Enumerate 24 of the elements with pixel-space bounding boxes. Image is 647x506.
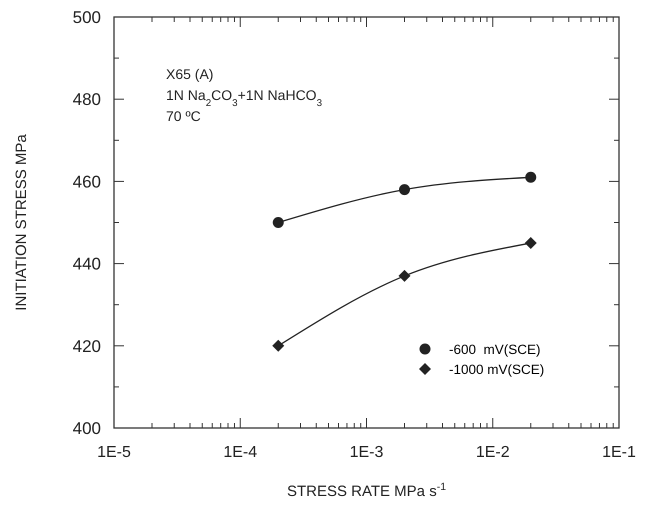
y-tick-label: 400 [72,419,101,438]
x-tick-label: 1E-1 [602,444,636,461]
point [524,237,537,250]
x-tick-label: 1E-5 [97,444,131,461]
point [525,172,536,183]
annotation: 1N Na$_{2}$CO$_{3}$+1N NaHCO$_{3}$ [166,87,323,108]
y-tick-label: 460 [72,172,101,192]
x-axis-title: STRESS RATE MPa s$^{-1}$ [286,481,446,500]
y-tick-label: 420 [72,336,101,356]
y-axis-title: INITIATION STRESS MPa [13,134,30,311]
y-tick-label: 500 [72,8,101,27]
y-tick-label: 480 [72,90,101,110]
point [272,217,284,228]
x-tick-label: 1E-2 [476,444,510,461]
point [398,270,411,282]
x-tick-label: 1E-3 [350,444,384,461]
annotation: X65 (A) [166,66,214,82]
legend-label: -600 mV(SCE) [449,342,541,357]
legend-label: -1000 mV(SCE) [449,362,544,377]
point [399,184,410,196]
x-tick-label: 1E-4 [223,444,258,461]
y-tick-label: 440 [72,254,101,274]
annotation: 70 ºC [166,108,201,124]
point [272,340,284,352]
